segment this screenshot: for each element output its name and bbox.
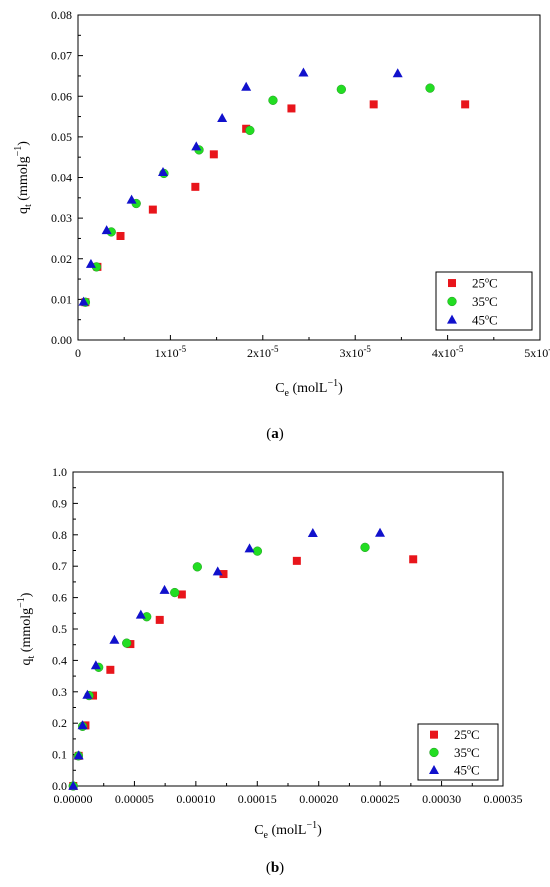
y-tick-label-b-8: 0.8: [52, 528, 67, 542]
data-point-b-s2-8: [212, 566, 223, 576]
data-point-a-s2-4: [158, 167, 169, 177]
data-point-a-s1-6: [245, 125, 255, 136]
legend-label-b-0: 25oC: [454, 727, 480, 742]
chart-panel-a: 0 1x10-5 2x10-5 3x10-5 4x10-5 5x10-5 0.00 0.01 0…: [13, 8, 550, 442]
data-point-b-s0-4: [106, 665, 115, 674]
data-point-a-s2-1: [85, 258, 96, 268]
data-point-b-s2-9: [244, 543, 255, 553]
y-tick-label-b-4: 0.4: [52, 653, 67, 667]
x-tick-label-b-3: 0.00015: [238, 792, 277, 806]
data-point-a-s0-4: [191, 182, 200, 191]
y-tick-label-a-7: 0.07: [51, 49, 72, 63]
legend-label-b-1: 35oC: [454, 745, 480, 760]
y-tick-label-a-0: 0.00: [51, 333, 72, 347]
y-tick-label-b-9: 0.9: [52, 496, 67, 510]
data-point-b-s0-9: [292, 556, 301, 565]
y-axis-title-a: qt (mmolg−1): [13, 141, 34, 214]
panel-label-a: (a): [266, 426, 284, 442]
data-point-b-s2-5: [109, 634, 120, 644]
x-tick-label-b-5: 0.00025: [361, 792, 400, 806]
data-point-b-s0-10: [409, 555, 418, 564]
data-point-a-s0-2: [116, 232, 125, 240]
legend-marker-b-1: [429, 747, 439, 758]
y-tick-label-b-5: 0.5: [52, 622, 67, 636]
x-tick-label-b-6: 0.00030: [422, 792, 461, 806]
x-axis-title-b: Ce (molL−1): [254, 820, 322, 841]
data-point-a-s0-5: [209, 150, 218, 159]
legend-label-a-2: 45oC: [472, 312, 498, 327]
data-point-b-s2-0: [68, 780, 79, 790]
y-tick-label-a-1: 0.01: [51, 292, 72, 306]
data-point-b-s2-10: [307, 528, 318, 538]
data-point-b-s1-10: [360, 542, 370, 553]
data-point-b-s2-4: [90, 660, 101, 670]
data-point-a-s0-3: [148, 205, 157, 214]
y-tick-label-b-10: 1.0: [52, 465, 67, 479]
data-point-b-s1-5: [122, 638, 132, 648]
legend-marker-b-2: [429, 765, 439, 775]
legend-label-b-2: 45oC: [454, 763, 480, 778]
x-tick-label-a-3: 3x10-5: [339, 344, 371, 360]
y-tick-label-a-8: 0.08: [51, 8, 72, 22]
x-tick-label-b-7: 0.00035: [484, 792, 523, 806]
y-tick-label-a-6: 0.06: [51, 89, 72, 103]
data-point-a-s2-6: [217, 112, 228, 122]
data-point-b-s2-11: [375, 527, 386, 537]
data-point-a-s2-8: [298, 67, 309, 77]
data-point-a-s2-5: [191, 141, 202, 151]
legend-marker-a-1: [447, 296, 457, 307]
y-tick-label-a-2: 0.02: [51, 252, 72, 266]
x-tick-label-a-4: 4x10-5: [432, 344, 464, 360]
x-tick-label-a-1: 1x10-5: [155, 344, 187, 360]
data-point-b-s0-6: [155, 615, 164, 624]
data-point-b-s0-7: [177, 590, 186, 599]
y-tick-label-a-4: 0.04: [51, 171, 72, 185]
x-tick-label-b-1: 0.00005: [115, 792, 154, 806]
legend-label-a-1: 35oC: [472, 294, 498, 309]
y-tick-label-b-7: 0.7: [52, 559, 67, 573]
data-point-a-s2-7: [241, 81, 252, 91]
data-point-a-s2-3: [126, 194, 137, 204]
y-tick-label-a-5: 0.05: [51, 130, 72, 144]
data-point-b-s1-9: [252, 546, 263, 556]
data-point-a-s1-9: [425, 83, 435, 93]
data-point-b-s2-2: [77, 720, 88, 730]
data-point-b-s2-3: [82, 689, 93, 699]
data-point-a-s2-2: [101, 225, 112, 235]
data-point-b-s2-1: [73, 750, 84, 760]
data-point-a-s1-8: [336, 84, 346, 94]
data-point-a-s0-8: [369, 100, 378, 109]
legend-label-a-0: 25oC: [472, 276, 498, 291]
data-point-a-s0-9: [461, 100, 470, 109]
data-point-b-s1-7: [170, 587, 180, 598]
data-point-a-s1-7: [268, 95, 278, 105]
legend-marker-b-0: [430, 730, 438, 739]
data-point-a-s2-9: [392, 68, 403, 78]
x-tick-label-a-2: 2x10-5: [247, 344, 279, 360]
data-point-b-s1-8: [192, 562, 202, 572]
y-tick-label-b-6: 0.6: [52, 591, 67, 605]
x-axis-title-a: Ce (molL−1): [275, 378, 343, 399]
y-tick-label-a-3: 0.03: [51, 211, 72, 225]
data-point-a-s0-7: [287, 104, 296, 113]
x-tick-label-b-4: 0.00020: [299, 792, 338, 806]
x-tick-label-a-0: 0: [75, 346, 81, 360]
legend-marker-a-0: [448, 279, 456, 288]
y-tick-label-b-3: 0.3: [52, 685, 67, 699]
chart-panel-b: 0.00000 0.00005 0.00010 0.00015 0.00020 0.000…: [16, 465, 523, 876]
data-point-b-s0-8: [219, 570, 228, 579]
y-tick-label-b-0: 0.0: [52, 779, 67, 793]
y-tick-label-b-1: 0.1: [52, 748, 67, 762]
y-axis-title-b: qt (mmolg−1): [16, 592, 37, 665]
data-point-a-s2-0: [78, 296, 89, 306]
panel-label-b: (b): [266, 860, 284, 876]
data-point-b-s2-6: [135, 609, 146, 619]
x-tick-label-b-2: 0.00010: [176, 792, 215, 806]
y-tick-label-b-2: 0.2: [52, 716, 67, 730]
legend-marker-a-2: [447, 314, 457, 324]
x-tick-label-a-5: 5x10-5: [524, 344, 550, 360]
data-point-b-s2-7: [159, 584, 170, 594]
x-tick-label-b-0: 0.00000: [54, 792, 93, 806]
